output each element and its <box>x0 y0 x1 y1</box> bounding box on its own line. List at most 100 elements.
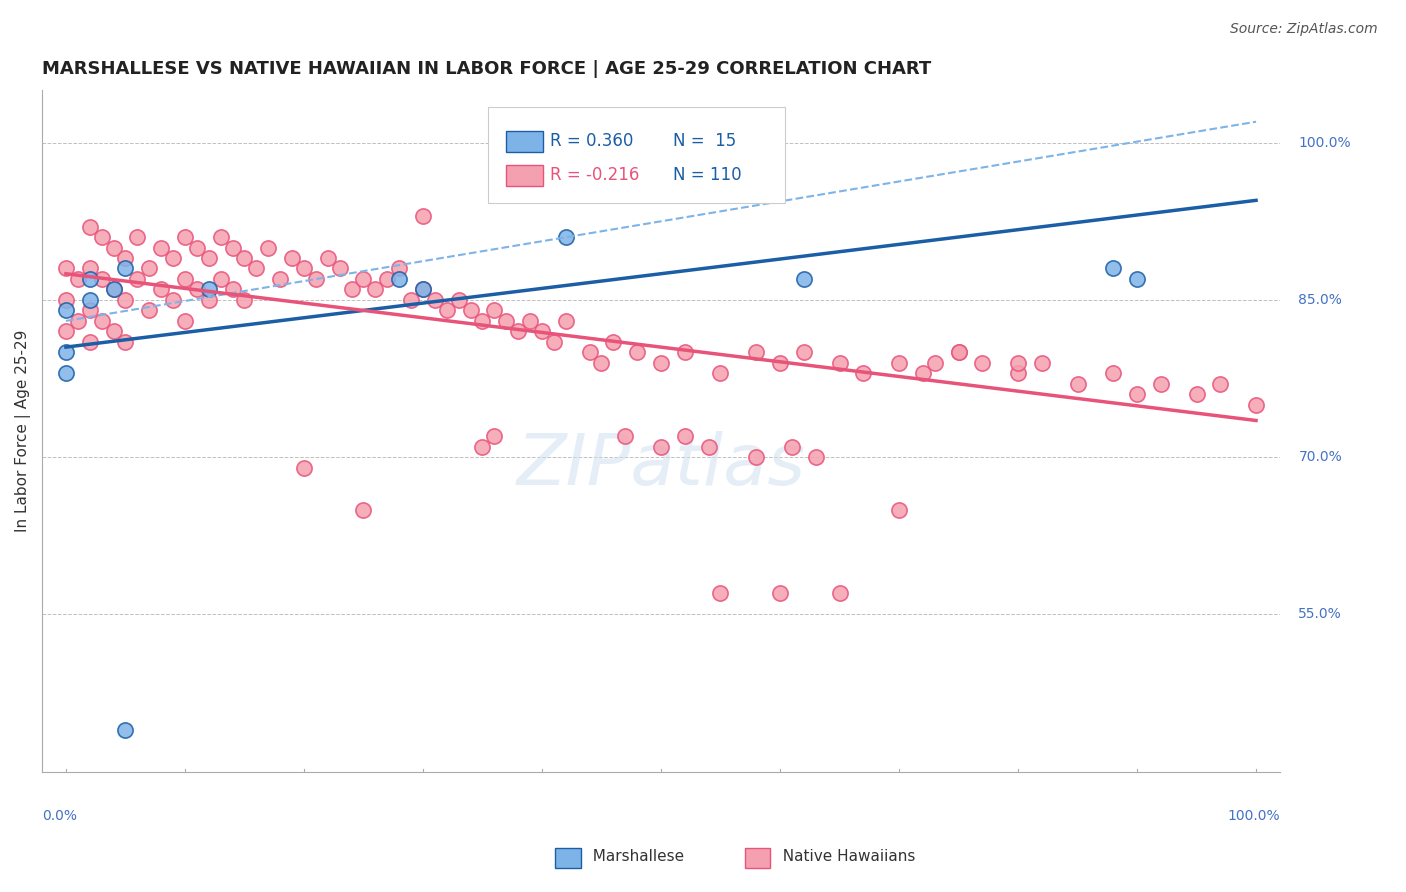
Point <box>221 240 243 254</box>
Point <box>769 356 792 370</box>
Point <box>578 345 600 359</box>
Point <box>423 293 446 307</box>
Point <box>352 272 374 286</box>
Text: MARSHALLESE VS NATIVE HAWAIIAN IN LABOR FORCE | AGE 25-29 CORRELATION CHART: MARSHALLESE VS NATIVE HAWAIIAN IN LABOR … <box>42 60 931 78</box>
Point <box>780 440 803 454</box>
Point <box>233 293 256 307</box>
Point <box>1185 387 1208 401</box>
Point <box>650 356 672 370</box>
Text: ZIPatlas: ZIPatlas <box>516 431 806 500</box>
Point <box>186 283 208 297</box>
Text: R = 0.360: R = 0.360 <box>550 132 633 151</box>
Point <box>1102 261 1125 276</box>
Point <box>209 230 232 244</box>
Point <box>55 261 77 276</box>
Point <box>281 251 304 265</box>
Point <box>495 314 517 328</box>
Point <box>1150 376 1173 391</box>
Point <box>103 325 125 339</box>
Point <box>197 293 219 307</box>
Point <box>447 293 470 307</box>
Point <box>127 230 149 244</box>
Point <box>508 325 530 339</box>
Point <box>79 293 101 307</box>
Point <box>114 251 136 265</box>
Point <box>484 303 506 318</box>
Point <box>388 261 411 276</box>
Text: 70.0%: 70.0% <box>1298 450 1343 464</box>
Point <box>614 429 637 443</box>
Point <box>852 367 875 381</box>
Point <box>292 261 315 276</box>
Point <box>697 440 720 454</box>
Point <box>1244 398 1267 412</box>
Point <box>79 261 101 276</box>
Point <box>150 283 173 297</box>
Point <box>972 356 994 370</box>
Point <box>90 272 112 286</box>
Point <box>828 356 851 370</box>
Point <box>79 303 101 318</box>
Text: R = -0.216: R = -0.216 <box>550 167 638 185</box>
Point <box>554 314 576 328</box>
Point <box>79 272 101 286</box>
Text: Source: ZipAtlas.com: Source: ZipAtlas.com <box>1230 22 1378 37</box>
Point <box>329 261 352 276</box>
Point <box>221 283 243 297</box>
Point <box>1066 376 1088 391</box>
FancyBboxPatch shape <box>506 165 543 186</box>
Point <box>484 429 506 443</box>
Point <box>55 293 77 307</box>
Point <box>174 272 197 286</box>
Point <box>471 314 494 328</box>
Point <box>162 293 184 307</box>
Point <box>673 429 696 443</box>
Point <box>245 261 267 276</box>
Point <box>352 502 374 516</box>
Point <box>388 272 411 286</box>
Point <box>55 325 77 339</box>
Point <box>1126 387 1149 401</box>
Text: Marshallese: Marshallese <box>583 849 685 863</box>
Text: 100.0%: 100.0% <box>1298 136 1351 150</box>
FancyBboxPatch shape <box>488 107 785 202</box>
Text: N = 110: N = 110 <box>673 167 742 185</box>
Point <box>709 367 731 381</box>
Point <box>924 356 946 370</box>
Point <box>745 345 768 359</box>
Text: 0.0%: 0.0% <box>42 809 77 823</box>
Point <box>709 586 731 600</box>
Point <box>471 440 494 454</box>
Point <box>79 219 101 234</box>
Point <box>138 261 160 276</box>
Point <box>1209 376 1232 391</box>
Point <box>554 230 576 244</box>
Point <box>948 345 970 359</box>
Point <box>114 293 136 307</box>
Y-axis label: In Labor Force | Age 25-29: In Labor Force | Age 25-29 <box>15 330 31 533</box>
Point <box>1007 356 1029 370</box>
Point <box>292 460 315 475</box>
Point <box>769 586 792 600</box>
Text: 100.0%: 100.0% <box>1227 809 1279 823</box>
Point <box>209 272 232 286</box>
Point <box>55 345 77 359</box>
Text: 55.0%: 55.0% <box>1298 607 1343 622</box>
Point <box>673 345 696 359</box>
Point <box>911 367 934 381</box>
Point <box>90 230 112 244</box>
Point <box>79 334 101 349</box>
Point <box>66 272 89 286</box>
Point <box>804 450 827 465</box>
Point <box>257 240 280 254</box>
Point <box>55 367 77 381</box>
Point <box>793 345 815 359</box>
Point <box>543 334 565 349</box>
Point <box>1007 367 1029 381</box>
Text: 85.0%: 85.0% <box>1298 293 1343 307</box>
Point <box>412 283 434 297</box>
Point <box>269 272 291 286</box>
Point <box>127 272 149 286</box>
Point <box>197 251 219 265</box>
Point <box>174 230 197 244</box>
